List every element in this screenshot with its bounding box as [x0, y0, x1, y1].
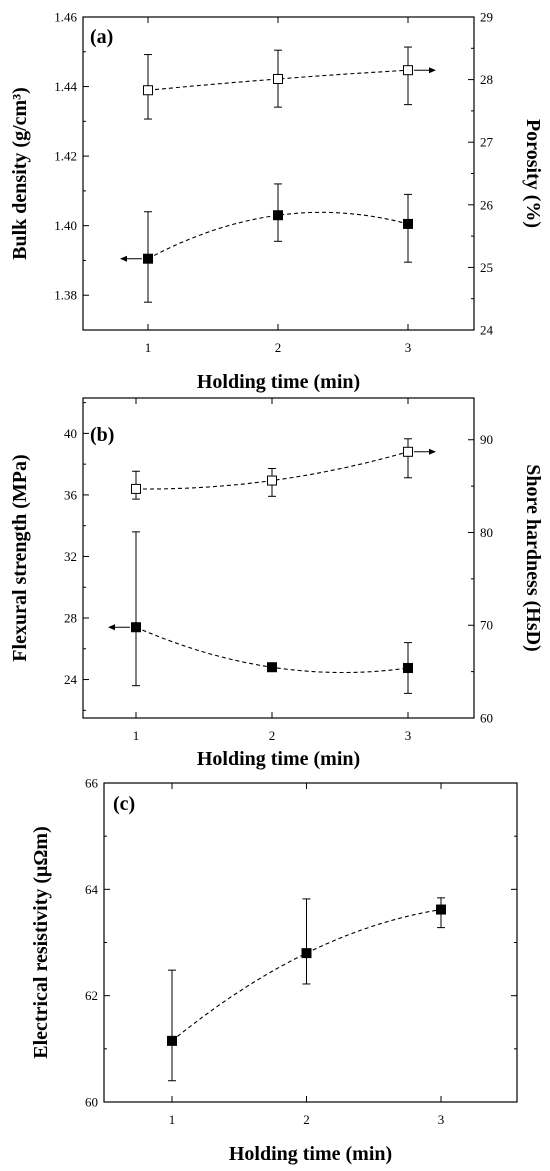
panel-label: (a)	[90, 26, 113, 48]
y-tick-label: 32	[64, 549, 77, 564]
y-tick-label: 40	[64, 426, 77, 441]
x-tick-label: 2	[275, 340, 282, 355]
y2-tick-label: 28	[480, 72, 493, 87]
left-axis-arrowhead	[108, 624, 115, 631]
y2-tick-label: 60	[480, 711, 493, 726]
y-tick-label: 60	[85, 1095, 98, 1110]
y-tick-label: 1.44	[54, 79, 77, 94]
panel-1: (a) 1 2 3 1.38 1.40 1.42 1.44 1.46 24 25 26 27 28 29 Ho…	[9, 10, 544, 394]
right-axis-arrowhead	[429, 448, 436, 455]
y-tick-label: 1.42	[54, 149, 77, 164]
x-axis-title: Holding time (min)	[197, 371, 360, 393]
y-tick-label: 24	[64, 672, 78, 687]
y2-tick-label: 26	[480, 197, 494, 212]
y2-tick-label: 70	[480, 618, 493, 633]
data-point-open-square	[403, 446, 413, 457]
y2-tick-label: 90	[480, 432, 493, 447]
data-point-filled-square	[301, 948, 312, 959]
y-axis-title: Electrical resistivity (μΩm)	[30, 826, 52, 1058]
series-fit-line	[147, 211, 409, 260]
y-tick-label: 36	[64, 487, 78, 502]
panel-label: (c)	[113, 793, 135, 815]
x-axis-title: Holding time (min)	[197, 748, 360, 770]
data-point-filled-square	[436, 904, 446, 915]
data-point-filled-square	[131, 622, 141, 633]
x-tick-label: 3	[405, 340, 412, 355]
data-point-open-square	[403, 65, 413, 76]
y2-tick-label: 80	[480, 525, 493, 540]
data-point-filled-square	[143, 253, 153, 264]
y-tick-label: 28	[64, 611, 77, 626]
x-axis-title: Holding time (min)	[229, 1143, 392, 1165]
y2-axis-title: Porosity (%)	[522, 119, 544, 228]
x-tick-label: 1	[145, 340, 152, 355]
data-point-filled-square	[167, 1035, 177, 1046]
y2-tick-label: 27	[480, 135, 494, 150]
y2-tick-label: 24	[480, 323, 494, 338]
data-point-filled-square	[273, 210, 283, 221]
y2-tick-label: 29	[480, 10, 493, 25]
data-point-filled-square	[267, 662, 277, 673]
x-tick-label: 2	[303, 1112, 310, 1127]
panel-3: (c) 1 2 3 60 62 64 66 Holding time (min) Electric…	[30, 776, 518, 1165]
y-axis-title: Flexural strength (MPa)	[9, 454, 31, 661]
right-axis-arrowhead	[429, 67, 436, 74]
y-tick-label: 1.46	[54, 10, 77, 25]
y-tick-label: 64	[85, 882, 99, 897]
series-fit-line	[171, 908, 442, 1042]
y2-tick-label: 25	[480, 260, 493, 275]
x-tick-label: 1	[133, 728, 140, 743]
y-tick-label: 1.40	[54, 218, 77, 233]
series-fit-line	[147, 69, 409, 91]
y2-axis-title: Shore hardness (HsD)	[522, 464, 544, 651]
left-axis-arrowhead	[120, 255, 127, 262]
y-axis-title: Bulk density (g/cm³)	[9, 87, 31, 260]
data-point-open-square	[143, 85, 153, 96]
x-tick-label: 1	[169, 1112, 176, 1127]
data-point-open-square	[131, 483, 141, 494]
y-tick-label: 66	[85, 776, 99, 791]
panel-2: (b) 1 2 3 24 28 32 36 40 60 70 80 90 Holding time (mi…	[9, 397, 544, 770]
x-tick-label: 2	[269, 728, 276, 743]
data-point-open-square	[273, 73, 283, 84]
data-point-open-square	[267, 475, 277, 486]
y-tick-label: 62	[85, 988, 98, 1003]
y-tick-label: 1.38	[54, 288, 77, 303]
data-point-filled-square	[403, 663, 413, 673]
plot-frame	[82, 397, 475, 719]
data-point-filled-square	[403, 218, 413, 229]
x-tick-label: 3	[405, 728, 412, 743]
panel-label: (b)	[90, 424, 114, 446]
x-tick-label: 3	[438, 1112, 445, 1127]
